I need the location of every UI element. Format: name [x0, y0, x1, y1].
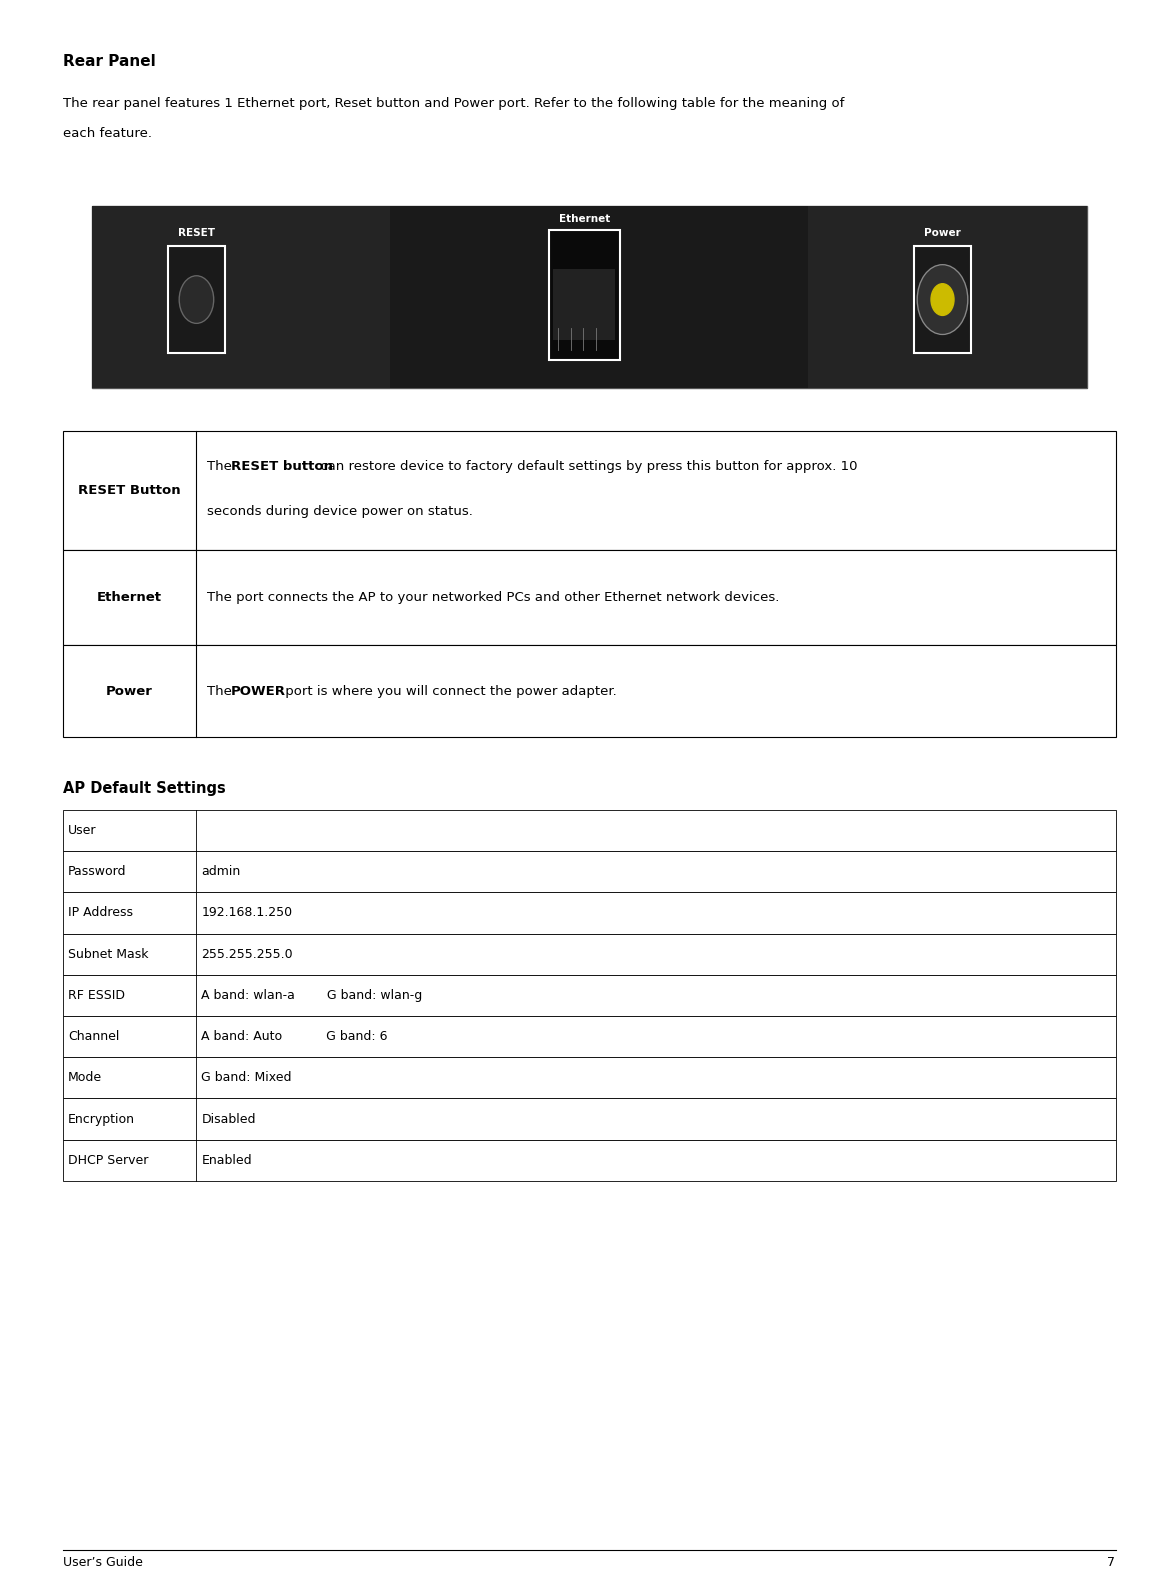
Bar: [63, 892, 1116, 934]
Bar: [63, 1016, 1116, 1057]
Text: 192.168.1.250: 192.168.1.250: [201, 907, 292, 919]
Text: User’s Guide: User’s Guide: [63, 1556, 143, 1569]
Bar: [168, 246, 225, 353]
Bar: [808, 206, 1087, 388]
Text: Power: Power: [925, 228, 961, 238]
Circle shape: [181, 277, 213, 322]
Text: Power: Power: [106, 685, 153, 697]
Text: The rear panel features 1 Ethernet port, Reset button and Power port. Refer to t: The rear panel features 1 Ethernet port,…: [63, 97, 844, 109]
Text: Ethernet: Ethernet: [97, 591, 162, 604]
Text: A band: wlan-a        G band: wlan-g: A band: wlan-a G band: wlan-g: [201, 989, 422, 1002]
Text: POWER: POWER: [231, 685, 286, 697]
Text: The port connects the AP to your networked PCs and other Ethernet network device: The port connects the AP to your network…: [207, 591, 780, 604]
Text: 7: 7: [1107, 1556, 1116, 1569]
Bar: [914, 246, 972, 353]
Bar: [63, 934, 1116, 975]
Bar: [63, 645, 1116, 737]
Bar: [391, 206, 808, 388]
Text: IP Address: IP Address: [68, 907, 133, 919]
Text: port is where you will connect the power adapter.: port is where you will connect the power…: [281, 685, 616, 697]
Text: 255.255.255.0: 255.255.255.0: [201, 948, 293, 961]
Text: admin: admin: [201, 865, 240, 878]
Bar: [63, 431, 1116, 550]
Text: Mode: Mode: [68, 1071, 102, 1084]
Text: RESET button: RESET button: [231, 460, 334, 474]
Text: Subnet Mask: Subnet Mask: [68, 948, 148, 961]
Bar: [63, 975, 1116, 1016]
Bar: [549, 230, 620, 360]
Text: DHCP Server: DHCP Server: [68, 1154, 148, 1167]
Bar: [553, 269, 615, 341]
Bar: [63, 1057, 1116, 1098]
Text: User: User: [68, 824, 97, 837]
Text: Rear Panel: Rear Panel: [63, 54, 156, 68]
Bar: [63, 1140, 1116, 1181]
Text: RF ESSID: RF ESSID: [68, 989, 125, 1002]
Bar: [92, 206, 391, 388]
Bar: [63, 851, 1116, 892]
Text: G band: Mixed: G band: Mixed: [201, 1071, 292, 1084]
Text: RESET Button: RESET Button: [78, 483, 181, 498]
Bar: [92, 206, 1087, 388]
Text: each feature.: each feature.: [63, 127, 152, 139]
Text: The: The: [207, 685, 236, 697]
Bar: [63, 810, 1116, 851]
Text: RESET: RESET: [178, 228, 215, 238]
Text: Channel: Channel: [68, 1030, 120, 1043]
Text: The: The: [207, 460, 236, 474]
Text: AP Default Settings: AP Default Settings: [63, 781, 227, 796]
Text: Password: Password: [68, 865, 126, 878]
Text: Enabled: Enabled: [201, 1154, 252, 1167]
Text: can restore device to factory default settings by press this button for approx. : can restore device to factory default se…: [316, 460, 858, 474]
Circle shape: [932, 284, 954, 315]
Text: Encryption: Encryption: [68, 1113, 135, 1125]
Bar: [63, 1098, 1116, 1140]
Text: seconds during device power on status.: seconds during device power on status.: [207, 506, 473, 518]
Circle shape: [919, 266, 967, 333]
Bar: [63, 550, 1116, 645]
Text: Disabled: Disabled: [201, 1113, 255, 1125]
Text: A band: Auto           G band: 6: A band: Auto G band: 6: [201, 1030, 388, 1043]
Text: Ethernet: Ethernet: [559, 214, 610, 223]
